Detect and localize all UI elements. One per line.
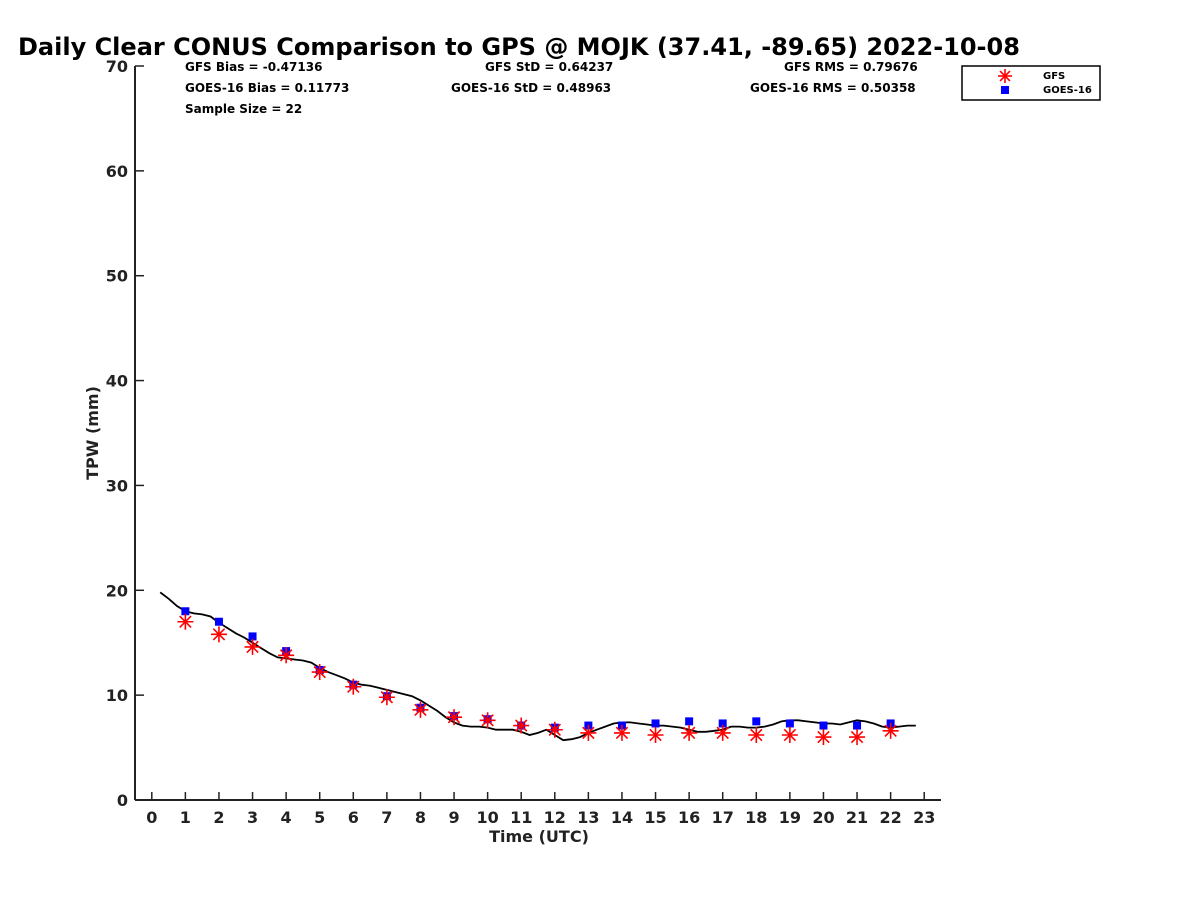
goes-rms: GOES-16 RMS = 0.50358 <box>750 81 916 95</box>
y-axis-label: TPW (mm) <box>83 386 102 480</box>
y-tick-label: 30 <box>106 476 128 495</box>
gfs-point <box>714 724 731 741</box>
gps-line <box>159 591 916 742</box>
goes-16-series <box>181 607 895 732</box>
gfs-point <box>681 724 698 741</box>
x-tick-label: 11 <box>510 808 532 827</box>
goes-16-point <box>819 721 828 730</box>
goes-16-point <box>853 721 862 730</box>
gfs-point <box>546 721 563 738</box>
x-tick-label: 23 <box>913 808 935 827</box>
gfs-point <box>412 701 429 718</box>
gfs-point <box>647 726 664 743</box>
legend-goes-marker <box>1001 86 1009 94</box>
sample-size: Sample Size = 22 <box>185 102 302 116</box>
x-tick-label: 5 <box>314 808 325 827</box>
gfs-point <box>748 726 765 743</box>
y-tick-label: 20 <box>106 581 128 600</box>
x-tick-label: 4 <box>281 808 292 827</box>
gfs-point <box>446 709 463 726</box>
goes-16-point <box>651 719 660 728</box>
x-tick-label: 8 <box>415 808 426 827</box>
x-tick-label: 0 <box>146 808 157 827</box>
legend-box <box>961 65 1101 101</box>
gfs-rms: GFS RMS = 0.79676 <box>784 60 918 74</box>
goes-16-point <box>248 632 257 641</box>
gfs-point <box>278 647 295 664</box>
y-tick-label: 40 <box>106 372 128 391</box>
chart-title: Daily Clear CONUS Comparison to GPS @ MO… <box>18 33 1020 61</box>
gfs-point <box>613 724 630 741</box>
gfs-point <box>311 664 328 681</box>
x-tick-label: 17 <box>712 808 734 827</box>
y-tick-label: 50 <box>106 267 128 286</box>
goes-std: GOES-16 StD = 0.48963 <box>451 81 611 95</box>
x-tick-label: 18 <box>745 808 767 827</box>
x-tick-label: 16 <box>678 808 700 827</box>
x-tick-label: 9 <box>448 808 459 827</box>
gfs-point <box>244 638 261 655</box>
gfs-point <box>882 722 899 739</box>
x-tick-label: 3 <box>247 808 258 827</box>
x-tick-label: 1 <box>180 808 191 827</box>
gps-series <box>159 591 916 742</box>
gfs-point <box>815 729 832 746</box>
y-tick-label: 0 <box>117 791 128 810</box>
legend: GFS GOES-16 <box>961 65 1101 101</box>
y-tick-label: 10 <box>106 686 128 705</box>
goes-16-point <box>181 607 190 616</box>
gfs-std: GFS StD = 0.64237 <box>485 60 613 74</box>
goes-bias: GOES-16 Bias = 0.11773 <box>185 81 349 95</box>
gfs-bias: GFS Bias = -0.47136 <box>185 60 322 74</box>
x-tick-label: 14 <box>611 808 633 827</box>
x-tick-label: 7 <box>381 808 392 827</box>
x-tick-label: 12 <box>544 808 566 827</box>
x-tick-label: 6 <box>348 808 359 827</box>
legend-gfs-marker <box>998 69 1012 83</box>
legend-goes-label: GOES-16 <box>1043 85 1092 96</box>
x-ticks: 0 1 2 3 4 5 6 7 8 9 10 11 12 13 14 15 16 17 18 19 20 21 22 23 <box>146 792 935 827</box>
goes-16-point <box>214 617 223 626</box>
x-tick-label: 20 <box>812 808 834 827</box>
x-tick-label: 21 <box>846 808 868 827</box>
x-tick-label: 22 <box>879 808 901 827</box>
gfs-point <box>849 729 866 746</box>
gfs-point <box>345 678 362 695</box>
gfs-point <box>781 726 798 743</box>
y-tick-label: 60 <box>106 162 128 181</box>
gfs-point <box>210 626 227 643</box>
x-tick-label: 19 <box>779 808 801 827</box>
legend-gfs-label: GFS <box>1043 71 1065 82</box>
gfs-point <box>580 724 597 741</box>
legend-gfs-asterisk <box>998 69 1012 83</box>
gfs-point <box>513 717 530 734</box>
x-tick-label: 2 <box>213 808 224 827</box>
gfs-point <box>378 689 395 706</box>
gfs-series <box>177 613 899 746</box>
axes <box>134 66 941 801</box>
goes-16-point <box>752 717 761 726</box>
goes-16-point <box>718 719 727 728</box>
y-tick-label: 70 <box>106 57 128 76</box>
x-tick-label: 15 <box>644 808 666 827</box>
x-axis-label: Time (UTC) <box>489 827 589 846</box>
goes-16-point <box>685 717 694 726</box>
y-ticks: 0 10 20 30 40 50 60 70 <box>106 57 144 810</box>
gfs-point <box>479 712 496 729</box>
x-tick-label: 13 <box>577 808 599 827</box>
gfs-point <box>177 613 194 630</box>
goes-16-point <box>785 719 794 728</box>
x-tick-label: 10 <box>476 808 498 827</box>
